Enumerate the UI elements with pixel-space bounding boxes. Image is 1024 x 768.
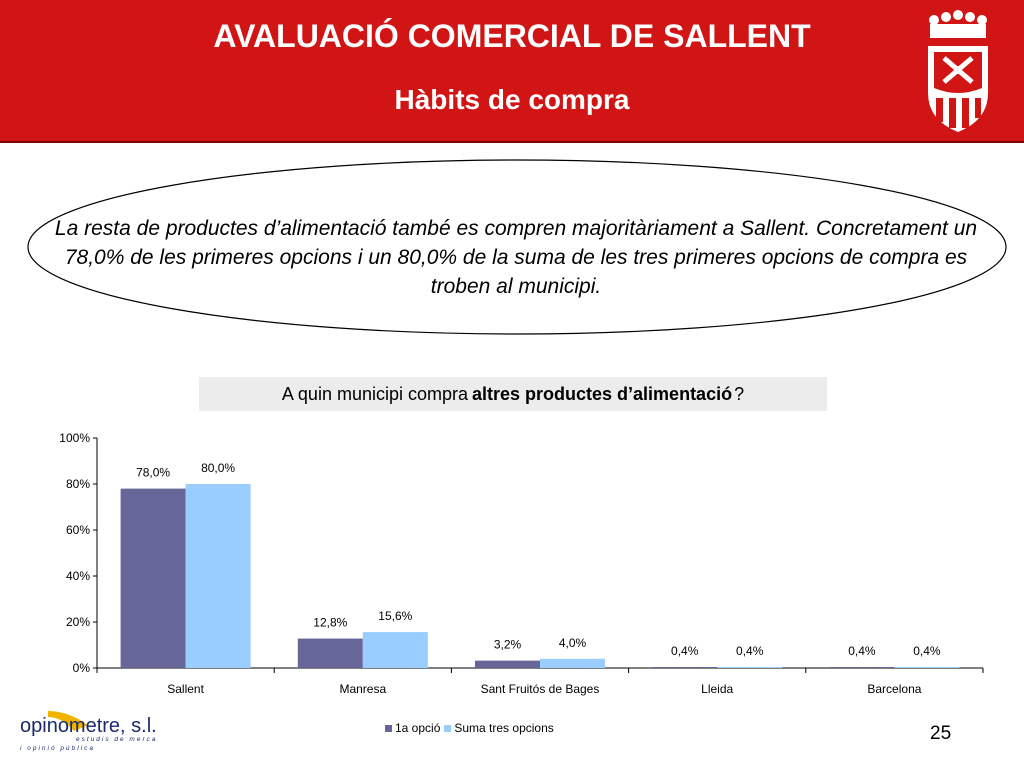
chart-legend: 1a opció Suma tres opcions: [385, 721, 554, 735]
bar-sum-three: [894, 667, 960, 668]
bar-data-label: 0,4%: [736, 644, 764, 658]
summary-text: La resta de productes d’alimentació tamb…: [54, 217, 978, 298]
bar-sum-three: [540, 658, 605, 668]
bar-first-option: [475, 660, 540, 668]
summary-ellipse: [27, 159, 1007, 335]
bar-data-label: 78,0%: [136, 466, 170, 480]
y-tick-label: 20%: [66, 615, 90, 629]
x-category-label: Barcelona: [867, 682, 921, 696]
y-tick-label: 80%: [66, 477, 90, 491]
page-number: 25: [930, 723, 952, 744]
question-suffix: ?: [734, 383, 745, 404]
svg-text:estudis de mercat: estudis de mercat: [76, 736, 158, 743]
legend-swatch-first: [385, 724, 392, 732]
bar-first-option: [829, 667, 895, 668]
bar-data-label: 12,8%: [313, 616, 347, 630]
question-bold: altres productes d’alimentació: [472, 383, 733, 404]
bar-chart: 0% 20% 40% 60% 80% 100% Sallent 78,0% 80,0% Manre…: [59, 431, 984, 696]
y-tick-label: 0%: [73, 661, 91, 675]
bar-first-option: [652, 667, 718, 668]
bar-first-option: [297, 638, 363, 668]
bar-first-option: [120, 488, 186, 668]
bar-data-label: 15,6%: [378, 609, 412, 623]
legend-swatch-sum: [444, 724, 452, 732]
page-title: AVALUACIÓ COMERCIAL DE SALLENT: [213, 18, 811, 54]
bar-data-label: 0,4%: [848, 644, 876, 658]
svg-text:opinometre, s.l.: opinometre, s.l.: [20, 715, 157, 737]
question-prefix: A quin municipi compra: [281, 383, 468, 404]
header-banner: AVALUACIÓ COMERCIAL DE SALLENT Hàbits de…: [0, 0, 1024, 143]
bar-data-label: 4,0%: [559, 636, 587, 650]
y-tick-label: 60%: [66, 523, 90, 537]
bar-data-label: 0,4%: [671, 644, 699, 658]
page-subtitle: Hàbits de compra: [394, 84, 630, 115]
x-category-label: Manresa: [339, 682, 386, 696]
question-box: A quin municipi compra altres productes …: [199, 377, 827, 411]
x-category-label: Sallent: [167, 682, 204, 696]
svg-text:i opinió pública: i opinió pública: [20, 745, 95, 752]
bar-data-label: 3,2%: [494, 638, 522, 652]
x-category-label: Sant Fruitós de Bages: [481, 682, 600, 696]
bar-sum-three: [185, 484, 251, 668]
y-tick-label: 40%: [66, 569, 90, 583]
bar-sum-three: [362, 632, 428, 668]
x-category-label: Lleida: [701, 682, 733, 696]
municipal-crest-icon: [928, 10, 988, 132]
bar-data-label: 80,0%: [201, 461, 235, 475]
y-tick-label: 100%: [59, 431, 90, 445]
legend-label-sum: Suma tres opcions: [454, 721, 554, 735]
legend-label-first: 1a opció: [395, 721, 441, 735]
opinometre-logo: opinometre, s.l. estudis de mercat i opi…: [20, 711, 158, 752]
bar-data-label: 0,4%: [913, 644, 941, 658]
bar-sum-three: [717, 667, 783, 668]
